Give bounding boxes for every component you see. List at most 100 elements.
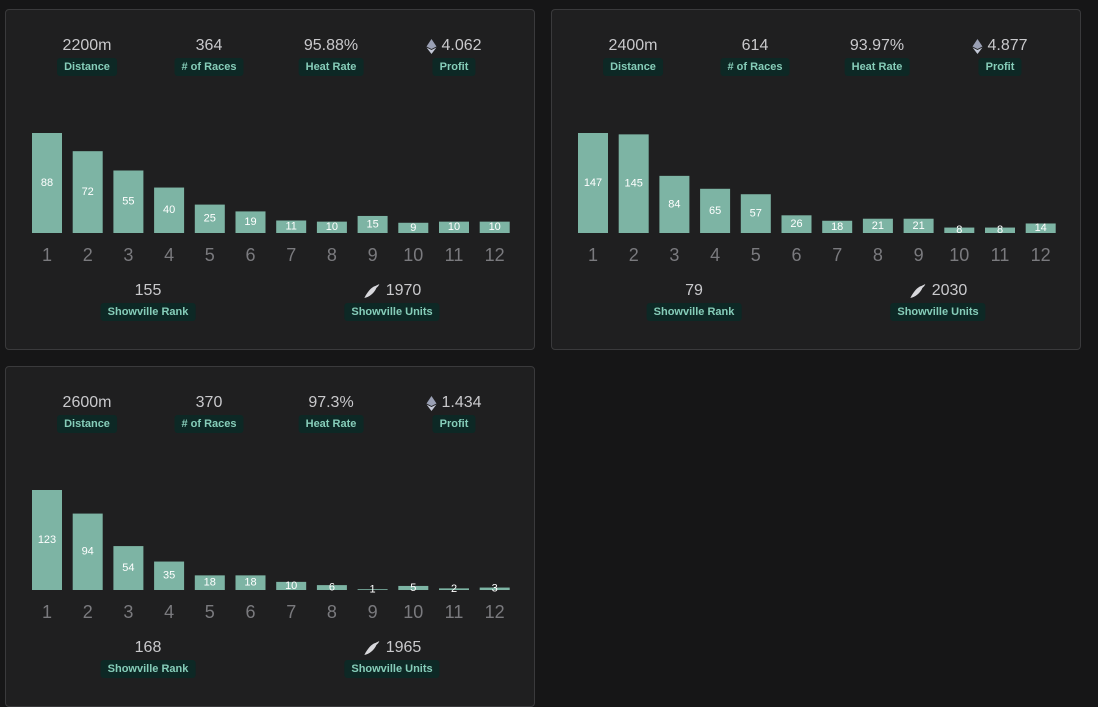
stat: 93.97% Heat Rate: [844, 36, 910, 76]
bar: [316, 585, 347, 590]
stat: 614 # of Races: [720, 36, 790, 76]
stat-value: 1970: [344, 281, 439, 301]
stat-value: 155: [101, 281, 196, 301]
stat-value: 2600m: [57, 393, 117, 413]
bar: [479, 587, 510, 590]
x-tick-label: 10: [403, 245, 423, 265]
stat-label: Showville Units: [344, 660, 440, 678]
bar: [316, 221, 347, 233]
x-tick-label: 11: [445, 602, 464, 622]
x-tick-label: 4: [164, 602, 174, 622]
stat-value-text: 79: [685, 282, 703, 299]
bar-value-label: 14: [1035, 222, 1047, 234]
stat-value-text: 1970: [385, 282, 422, 299]
eth-icon: [972, 38, 983, 54]
x-tick-label: 2: [629, 245, 639, 265]
bar-value-label: 9: [410, 222, 416, 234]
stat-value-text: 93.97%: [849, 37, 905, 54]
bar-value-label: 2: [451, 583, 457, 595]
bar-value-label: 88: [41, 177, 53, 189]
bar: [1025, 223, 1056, 233]
x-tick-label: 5: [205, 602, 215, 622]
bar: [194, 204, 225, 233]
bar-value-label: 21: [872, 220, 884, 232]
stat-value-text: 97.3%: [308, 394, 354, 411]
stat-value: 614: [720, 36, 789, 56]
stat: 2200m Distance: [57, 36, 117, 76]
stat-label: Profit: [432, 58, 476, 76]
bar-value-label: 145: [625, 178, 643, 190]
stat-label: Heat Rate: [298, 415, 364, 433]
bar: [903, 218, 934, 233]
stat: 1965 Showville Units: [344, 638, 440, 678]
eth-icon: [426, 38, 437, 54]
bar: [154, 187, 185, 233]
bar: [113, 170, 144, 233]
x-tick-label: 9: [368, 602, 378, 622]
bar-value-label: 65: [709, 205, 721, 217]
x-tick-label: 6: [791, 245, 801, 265]
bar-chart: 123 1 94 2 54 3 35 4 18 5 18 6 10 7 6 8 1 9 5 10 2 11 3 12: [32, 490, 510, 622]
bar-value-label: 123: [38, 534, 56, 546]
bar: [578, 133, 608, 233]
stat-value-text: 2030: [931, 282, 968, 299]
x-tick-label: 1: [588, 245, 598, 265]
bar: [398, 585, 429, 590]
stat-label: Distance: [603, 58, 663, 76]
stat: 2030 Showville Units: [890, 281, 986, 321]
bar-value-label: 10: [489, 221, 501, 233]
bar-value-label: 84: [668, 198, 680, 210]
stat-value-text: 1.434: [441, 394, 482, 411]
bar: [194, 575, 225, 590]
bar-value-label: 3: [492, 583, 498, 595]
x-tick-label: 8: [873, 245, 883, 265]
x-tick-label: 11: [991, 245, 1010, 265]
x-tick-label: 2: [83, 245, 93, 265]
stat-value-text: 1965: [385, 639, 422, 656]
x-tick-label: 1: [42, 245, 52, 265]
stat-label: Profit: [432, 415, 476, 433]
bar: [781, 215, 812, 233]
bar: [357, 215, 388, 233]
stat-value-text: 4.877: [987, 37, 1028, 54]
bar: [439, 221, 469, 233]
bar: [72, 513, 103, 590]
bar: [740, 194, 771, 233]
x-tick-label: 1: [42, 602, 52, 622]
x-tick-label: 6: [245, 245, 255, 265]
stat-value: 95.88%: [299, 36, 364, 56]
stat-value-text: 364: [195, 37, 223, 54]
bar-value-label: 54: [122, 562, 134, 574]
stat-value: 1.434: [426, 393, 482, 413]
bar-value-label: 19: [244, 216, 256, 228]
stat-label: Distance: [57, 58, 117, 76]
x-tick-label: 9: [914, 245, 924, 265]
bar: [479, 221, 510, 233]
stat-value: 370: [174, 393, 243, 413]
x-tick-label: 4: [710, 245, 720, 265]
x-tick-label: 7: [832, 245, 842, 265]
stat-value: 2400m: [603, 36, 663, 56]
stat-value-text: 155: [134, 282, 162, 299]
x-tick-label: 3: [123, 602, 133, 622]
x-tick-label: 12: [1031, 245, 1051, 265]
bar-value-label: 10: [285, 580, 297, 592]
x-tick-label: 8: [327, 602, 337, 622]
stat: 79 Showville Rank: [646, 281, 742, 321]
card: 2200m Distance 364 # of Races 95.88% Heat Rat…: [5, 9, 535, 350]
stat-value: 4.877: [972, 36, 1028, 56]
bar: [72, 151, 103, 233]
bar: [862, 218, 893, 233]
x-tick-label: 12: [485, 245, 505, 265]
stat-label: Profit: [978, 58, 1022, 76]
stat-label: Showville Units: [890, 303, 986, 321]
stat-value: 97.3%: [299, 393, 364, 413]
stat-label: Showville Rank: [646, 303, 742, 321]
bar: [944, 227, 975, 233]
stat: 370 # of Races: [174, 393, 244, 433]
page: {"cards": [ {"stats": [{"value": "2200m"…: [5, 9, 1081, 707]
x-tick-label: 3: [669, 245, 679, 265]
bar: [439, 588, 469, 590]
bar: [235, 575, 266, 590]
